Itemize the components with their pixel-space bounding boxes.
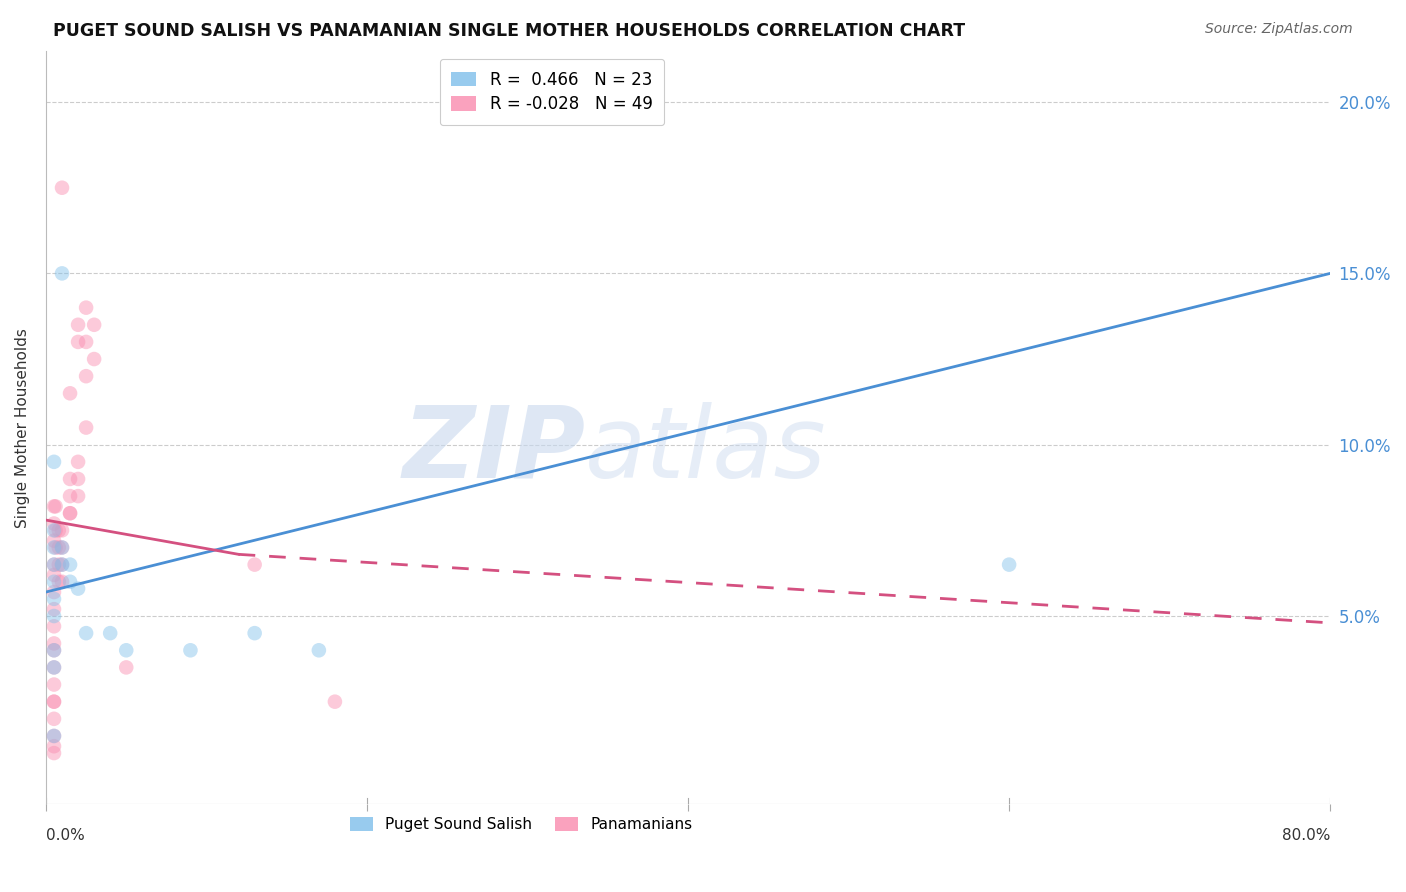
Point [67, 334, 90, 349]
Point [42, 558, 65, 572]
Text: atlas: atlas [585, 401, 827, 499]
Point [42, 695, 65, 709]
Point [42, 541, 65, 555]
Point [42, 739, 65, 754]
Point [308, 643, 330, 657]
Point [75, 334, 97, 349]
Point [42, 591, 65, 606]
Point [75, 626, 97, 640]
Point [42, 533, 65, 548]
Point [45, 500, 67, 514]
Point [42, 585, 65, 599]
Point [42, 574, 65, 589]
Point [998, 558, 1021, 572]
Point [51, 266, 73, 280]
Point [42, 660, 65, 674]
Point [59, 472, 82, 486]
Point [75, 369, 97, 384]
Point [42, 643, 65, 657]
Point [115, 643, 138, 657]
Point [42, 455, 65, 469]
Point [42, 568, 65, 582]
Point [42, 500, 65, 514]
Y-axis label: Single Mother Households: Single Mother Households [15, 327, 30, 527]
Point [75, 301, 97, 315]
Point [51, 558, 73, 572]
Point [42, 558, 65, 572]
Point [42, 602, 65, 616]
Point [42, 524, 65, 538]
Point [42, 643, 65, 657]
Point [67, 472, 90, 486]
Point [59, 558, 82, 572]
Point [48, 524, 70, 538]
Text: 80.0%: 80.0% [1282, 829, 1330, 844]
Point [51, 180, 73, 194]
Point [42, 677, 65, 691]
Point [59, 386, 82, 401]
Point [42, 729, 65, 743]
Point [42, 712, 65, 726]
Point [42, 619, 65, 633]
Point [48, 558, 70, 572]
Point [98, 626, 121, 640]
Point [67, 582, 90, 596]
Point [42, 746, 65, 760]
Point [42, 695, 65, 709]
Text: PUGET SOUND SALISH VS PANAMANIAN SINGLE MOTHER HOUSEHOLDS CORRELATION CHART: PUGET SOUND SALISH VS PANAMANIAN SINGLE … [53, 22, 966, 40]
Point [42, 636, 65, 650]
Point [48, 541, 70, 555]
Point [75, 420, 97, 434]
Text: ZIP: ZIP [402, 401, 585, 499]
Point [243, 558, 266, 572]
Point [59, 489, 82, 503]
Point [42, 516, 65, 531]
Text: 0.0%: 0.0% [46, 829, 84, 844]
Point [179, 643, 201, 657]
Point [51, 541, 73, 555]
Point [59, 506, 82, 520]
Point [42, 660, 65, 674]
Point [42, 729, 65, 743]
Point [59, 574, 82, 589]
Point [51, 558, 73, 572]
Point [323, 695, 346, 709]
Point [45, 541, 67, 555]
Point [59, 506, 82, 520]
Text: Source: ZipAtlas.com: Source: ZipAtlas.com [1205, 22, 1353, 37]
Point [83, 352, 105, 367]
Point [67, 489, 90, 503]
Point [51, 541, 73, 555]
Point [115, 660, 138, 674]
Point [67, 455, 90, 469]
Point [83, 318, 105, 332]
Point [51, 524, 73, 538]
Point [67, 318, 90, 332]
Point [42, 609, 65, 624]
Point [243, 626, 266, 640]
Point [48, 574, 70, 589]
Point [45, 524, 67, 538]
Legend: Puget Sound Salish, Panamanians: Puget Sound Salish, Panamanians [344, 811, 699, 838]
Point [51, 574, 73, 589]
